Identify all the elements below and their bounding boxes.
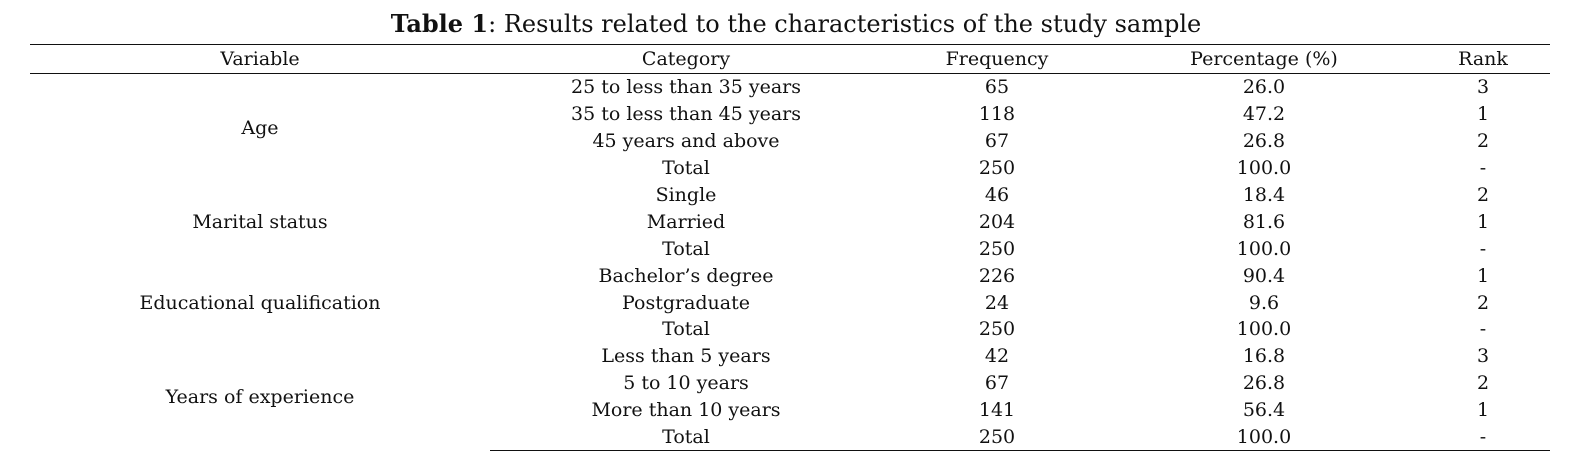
rank-cell: 1	[1476, 103, 1490, 126]
rank-cell: 1	[1476, 264, 1490, 287]
table-row: Total 250 100.0 -	[30, 155, 1550, 182]
category-cell: Total	[490, 423, 882, 452]
table-row: Postgraduate 24 9.6 2	[30, 289, 1550, 316]
percentage-cell: 100.0	[1236, 157, 1292, 180]
rank-cell: -	[1416, 423, 1550, 452]
table-row: Total 250 100.0-	[30, 423, 1550, 452]
table-row: 5 to 10 years 67 26.8 2	[30, 370, 1550, 397]
sample-characteristics-table: Variable Category Frequency Percentage (…	[30, 44, 1550, 452]
category-cell: 35 to less than 45 years	[570, 103, 802, 126]
frequency-cell: 250	[978, 237, 1016, 260]
column-header-percentage: Percentage (%)	[1112, 44, 1416, 74]
percentage-cell: 100.0	[1236, 318, 1292, 341]
frequency-cell: 141	[978, 399, 1016, 422]
table-row: 45 years and above 67 26.8 2	[30, 128, 1550, 155]
frequency-cell: 250	[978, 318, 1016, 341]
table-row: Years of experience Less than 5 years 42 16…	[30, 343, 1550, 408]
category-cell: 45 years and above	[592, 130, 780, 153]
frequency-cell: 46	[984, 184, 1010, 206]
category-cell: Total	[662, 318, 710, 341]
table-caption-lead: Table 1	[390, 9, 489, 38]
category-cell: Less than 5 years	[601, 345, 771, 368]
rank-cell: -	[1479, 318, 1487, 341]
column-header-variable: Variable	[30, 44, 490, 74]
frequency-cell: 67	[984, 130, 1010, 153]
table-row: 35 to less than 45 years 118 47.2 1	[30, 101, 1550, 128]
category-cell: Married	[646, 210, 726, 233]
percentage-cell: 56.4	[1242, 399, 1286, 422]
frequency-cell: 204	[978, 210, 1016, 233]
frequency-cell: 67	[984, 372, 1010, 395]
category-cell: Bachelor’s degree	[598, 264, 774, 287]
frequency-cell: 226	[978, 264, 1016, 287]
rank-cell: 1	[1476, 210, 1490, 233]
category-cell: Total	[662, 237, 710, 260]
percentage-cell: 26.8	[1242, 130, 1286, 153]
variable-cell: Marital status	[192, 210, 328, 233]
rank-cell: -	[1479, 237, 1487, 260]
percentage-cell: 100.0	[1112, 423, 1416, 452]
rank-cell: 3	[1476, 345, 1490, 368]
table-row: Married 204 81.6 1	[30, 208, 1550, 235]
percentage-cell: 9.6	[1248, 291, 1280, 314]
frequency-cell: 250	[978, 157, 1016, 180]
frequency-cell: 24	[984, 291, 1010, 314]
percentage-cell: 81.6	[1242, 210, 1286, 233]
table-row: Marital status Single 46 18.4 2	[30, 182, 1550, 233]
table-row: Total 250 100.0 -	[30, 235, 1550, 262]
column-header-frequency: Frequency	[882, 44, 1112, 74]
percentage-cell: 100.0	[1236, 237, 1292, 260]
table-body: Age 25 to less than 35 years 65 26.0 3 35 to …	[30, 74, 1550, 452]
frequency-cell: 42	[984, 345, 1010, 368]
table-row: Total 250 100.0 -	[30, 316, 1550, 343]
rank-cell: 2	[1476, 291, 1490, 314]
variable-cell: Age	[241, 116, 279, 139]
table-header-row: Variable Category Frequency Percentage (…	[30, 44, 1550, 74]
rank-cell: 2	[1476, 130, 1490, 153]
column-header-rank: Rank	[1416, 44, 1550, 74]
percentage-cell: 47.2	[1242, 103, 1286, 126]
percentage-cell: 26.0	[1242, 76, 1286, 99]
table-row: More than 10 years 141 56.4 1	[30, 397, 1550, 424]
table-header: Variable Category Frequency Percentage (…	[30, 44, 1550, 74]
column-header-category: Category	[490, 44, 882, 74]
percentage-cell: 16.8	[1242, 345, 1286, 368]
category-cell: 25 to less than 35 years	[570, 76, 802, 99]
frequency-cell: 65	[984, 76, 1010, 99]
category-cell: Single	[655, 184, 717, 206]
percentage-cell: 90.4	[1242, 264, 1286, 287]
rank-cell: 2	[1476, 372, 1490, 395]
variable-cell: Years of experience	[165, 385, 355, 408]
rank-cell: 3	[1476, 76, 1490, 99]
category-cell: Total	[662, 157, 710, 180]
table-row: Educational qualification Bachelor’s degr…	[30, 262, 1550, 314]
table-caption-text: : Results related to the characteristics…	[488, 10, 1202, 38]
variable-cell: Educational qualification	[139, 291, 381, 314]
percentage-cell: 18.4	[1242, 184, 1286, 206]
rank-cell: 2	[1476, 184, 1490, 206]
percentage-cell: 26.8	[1242, 372, 1286, 395]
rank-cell: 1	[1476, 399, 1490, 422]
table-row: Age 25 to less than 35 years 65 26.0 3	[30, 74, 1550, 138]
table-caption: Table 1: Results related to the characte…	[0, 9, 1592, 39]
category-cell: 5 to 10 years	[623, 372, 749, 395]
frequency-cell: 250	[882, 423, 1112, 452]
frequency-cell: 118	[978, 103, 1016, 126]
rank-cell: -	[1479, 157, 1487, 180]
category-cell: More than 10 years	[591, 399, 781, 422]
category-cell: Postgraduate	[621, 291, 751, 314]
